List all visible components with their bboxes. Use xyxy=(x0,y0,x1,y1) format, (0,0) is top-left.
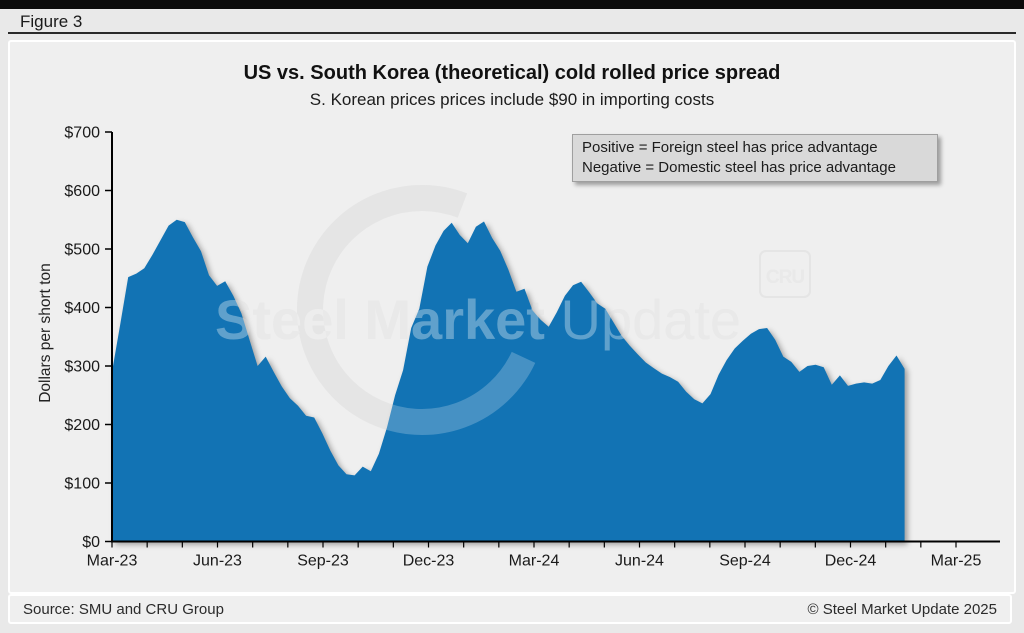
watermark-text-overlay: Steel Market Update xyxy=(215,288,741,351)
header-divider xyxy=(8,32,1016,34)
x-tick-label: Mar-23 xyxy=(87,553,138,570)
y-tick-label: $300 xyxy=(64,359,100,376)
y-tick-label: $600 xyxy=(64,183,100,200)
x-tick-label: Sep-24 xyxy=(719,553,771,570)
cru-logo-text-bg: CRU xyxy=(766,267,804,288)
chart-title: US vs. South Korea (theoretical) cold ro… xyxy=(243,62,781,84)
y-axis-title: Dollars per short ton xyxy=(37,263,54,403)
y-tick-label: $0 xyxy=(82,534,100,551)
chart-panel: Steel Market Update CRU Steel Market Updat… xyxy=(8,40,1016,594)
note-line-negative: Negative = Domestic steel has price adva… xyxy=(582,159,896,176)
y-tick-label: $700 xyxy=(64,125,100,142)
x-tick-label: Sep-23 xyxy=(297,553,349,570)
cru-logo-box-bg xyxy=(759,250,811,298)
swoosh-logo-overlay xyxy=(297,185,547,435)
legend-note-box: Positive = Foreign steel has price advan… xyxy=(572,134,938,182)
x-tick-label: Jun-23 xyxy=(193,553,242,570)
copyright-note: © Steel Market Update 2025 xyxy=(807,600,998,618)
price-spread-area xyxy=(112,219,905,542)
figure-label: Figure 3 xyxy=(20,12,83,31)
x-tick-label: Jun-24 xyxy=(615,553,664,570)
footer-bar: Source: SMU and CRU Group © Steel Market… xyxy=(8,594,1012,624)
note-line-positive: Positive = Foreign steel has price advan… xyxy=(582,139,878,156)
source-note: Source: SMU and CRU Group xyxy=(23,600,224,618)
top-black-bar xyxy=(0,0,1024,9)
cru-logo-text-overlay: CRU xyxy=(766,267,804,288)
y-tick-label: $100 xyxy=(64,476,100,493)
y-tick-label: $400 xyxy=(64,300,100,317)
chart-subtitle: S. Korean prices prices include $90 in i… xyxy=(309,90,715,109)
y-tick-label: $500 xyxy=(64,242,100,259)
x-tick-label: Dec-23 xyxy=(403,553,455,570)
cru-logo-box-overlay xyxy=(759,250,811,298)
x-tick-label: Mar-24 xyxy=(509,553,560,570)
x-tick-label: Dec-24 xyxy=(825,553,877,570)
y-tick-label: $200 xyxy=(64,417,100,434)
x-tick-label: Mar-25 xyxy=(931,553,982,570)
